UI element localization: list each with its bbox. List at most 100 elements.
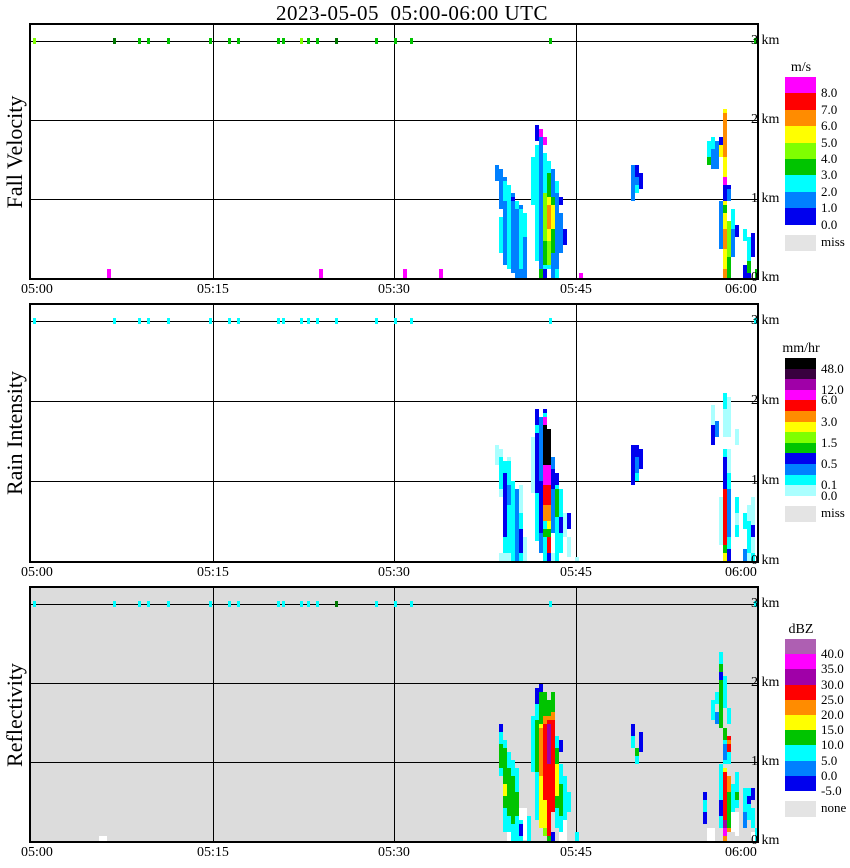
colorbar-segment — [785, 389, 816, 401]
data-cell — [499, 217, 503, 253]
altitude-label: 0 km — [751, 833, 780, 848]
echo-tick-3km — [33, 38, 36, 44]
data-cell — [747, 261, 751, 273]
data-cell — [723, 836, 727, 841]
data-cell — [631, 445, 635, 485]
data-cell — [539, 269, 543, 278]
colorbar-segment — [785, 453, 816, 465]
data-cell — [715, 712, 719, 724]
data-cell — [727, 189, 731, 201]
data-cell — [531, 157, 535, 205]
echo-tick-3km — [277, 318, 280, 324]
altitude-label: 1 km — [751, 754, 780, 769]
colorbar-tick-label: 5.0 — [821, 135, 838, 150]
echo-tick-3km — [300, 601, 303, 607]
echo-tick-3km — [282, 601, 285, 607]
data-cell — [503, 473, 507, 537]
gridline-vertical — [576, 588, 577, 841]
data-cell — [547, 521, 551, 529]
data-cell — [727, 792, 731, 828]
data-cell — [711, 137, 715, 149]
x-tick-label: 05:15 — [197, 282, 229, 297]
colorbar-segment — [785, 699, 816, 716]
data-cell — [439, 269, 443, 278]
data-cell — [727, 397, 731, 437]
data-cell — [535, 409, 539, 425]
data-cell — [547, 720, 551, 812]
data-cell — [743, 812, 747, 828]
data-cell — [107, 269, 111, 278]
data-cell — [751, 525, 755, 537]
data-cell — [547, 808, 551, 836]
data-cell — [727, 752, 731, 764]
data-cell — [531, 437, 535, 493]
colorbar-miss-label: miss — [821, 505, 845, 520]
colorbar-tick-label: 4.0 — [821, 151, 838, 166]
colorbar-miss-swatch — [785, 234, 816, 251]
echo-tick-3km — [33, 601, 36, 607]
echo-tick-3km — [113, 318, 116, 324]
data-cell — [723, 157, 727, 181]
data-cell — [635, 473, 639, 481]
echo-tick-3km — [754, 318, 757, 324]
data-cell — [511, 193, 515, 273]
data-cell — [631, 736, 635, 748]
colorbar-segment — [785, 485, 816, 497]
echo-tick-3km — [282, 318, 285, 324]
data-cell — [631, 165, 635, 201]
altitude-label: 2 km — [751, 393, 780, 408]
data-cell — [499, 724, 503, 732]
data-cell — [635, 748, 639, 756]
echo-tick-3km — [209, 318, 212, 324]
data-cell — [547, 205, 551, 229]
data-cell — [507, 832, 511, 841]
data-cell — [751, 832, 755, 841]
colorbar-tick-label: 30.0 — [821, 677, 844, 692]
data-cell — [723, 177, 727, 185]
echo-tick-3km — [410, 318, 413, 324]
colorbar-tick-label: 0.0 — [821, 488, 838, 503]
echo-tick-3km — [307, 318, 310, 324]
data-cell — [743, 788, 747, 812]
colorbar-tick-label: 2.0 — [821, 184, 838, 199]
echo-tick-3km — [138, 318, 141, 324]
echo-tick-3km — [394, 38, 397, 44]
data-cell — [559, 740, 563, 752]
data-cell — [543, 137, 547, 145]
data-cell — [555, 764, 559, 796]
x-tick-label: 05:45 — [560, 282, 592, 297]
colorbar-tick-label: 6.0 — [821, 392, 838, 407]
data-cell — [735, 429, 739, 445]
echo-tick-3km — [33, 318, 36, 324]
echo-tick-3km — [394, 601, 397, 607]
echo-tick-3km — [147, 38, 150, 44]
data-cell — [547, 836, 551, 841]
colorbar-tick-label: 5.0 — [821, 753, 838, 768]
y-axis-title-reflectivity: Reflectivity — [2, 663, 27, 767]
data-cell — [511, 776, 515, 824]
x-tick-label: 05:15 — [197, 565, 229, 580]
echo-tick-3km — [394, 318, 397, 324]
echo-tick-3km — [549, 38, 552, 44]
panel-fall-velocity — [29, 23, 759, 280]
data-cell — [755, 269, 757, 278]
data-cell — [579, 273, 583, 278]
colorbar-tick-label: 35.0 — [821, 661, 844, 676]
data-cell — [719, 664, 723, 728]
data-cell — [551, 720, 555, 812]
panel-rain-intensity — [29, 303, 759, 563]
echo-tick-3km — [237, 38, 240, 44]
data-cell — [555, 473, 559, 485]
colorbar-tick-label: 0.0 — [821, 217, 838, 232]
echo-tick-3km — [138, 601, 141, 607]
data-cell — [575, 832, 579, 841]
data-cell — [567, 537, 571, 557]
colorbar-segment — [785, 358, 816, 370]
colorbar-miss-label: miss — [821, 234, 845, 249]
data-cell — [731, 209, 735, 233]
data-cell — [495, 445, 499, 465]
echo-tick-3km — [307, 38, 310, 44]
data-cell — [543, 425, 547, 469]
echo-tick-3km — [307, 601, 310, 607]
data-cell — [747, 796, 751, 804]
